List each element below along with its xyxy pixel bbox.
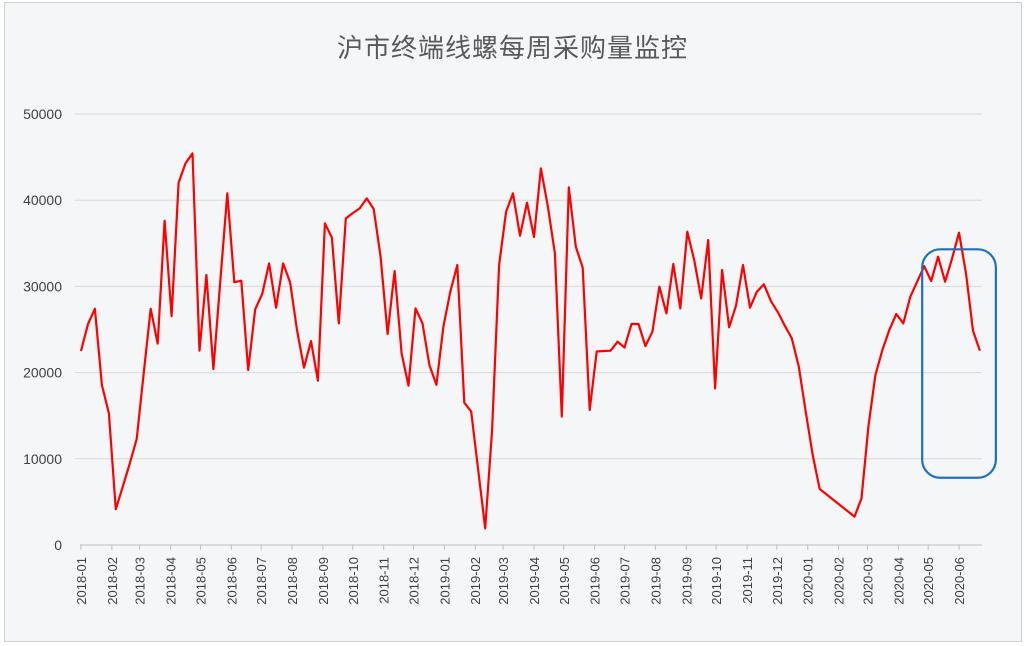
x-tick-label: 2018-08	[285, 557, 300, 605]
x-tick-label: 2019-05	[557, 557, 572, 605]
x-tick-label: 2020-01	[801, 557, 816, 605]
x-tick-label: 2018-02	[105, 557, 120, 605]
x-tick-label: 2018-11	[377, 557, 392, 604]
x-tick-label: 2019-09	[679, 557, 694, 605]
x-tick-label: 2020-04	[891, 557, 906, 605]
x-tick-label: 2019-01	[437, 557, 452, 605]
x-tick-label: 2019-12	[770, 557, 785, 605]
x-tick-label: 2019-07	[618, 557, 633, 605]
y-tick-label: 10000	[23, 451, 62, 467]
x-tick-label: 2020-02	[832, 557, 847, 605]
y-tick-label: 0	[54, 537, 62, 553]
y-tick-label: 50000	[23, 106, 62, 122]
x-tick-label: 2019-08	[648, 557, 663, 605]
x-tick-label: 2020-05	[921, 557, 936, 605]
x-tick-label: 2019-11	[740, 557, 755, 604]
series-line	[79, 152, 981, 530]
x-tick-label: 2018-07	[254, 557, 269, 605]
y-tick-label: 20000	[23, 365, 62, 381]
x-tick-label: 2018-04	[164, 557, 179, 605]
x-tick-label: 2019-10	[709, 557, 724, 605]
x-tick-label: 2018-01	[74, 557, 89, 605]
chart-title: 沪市终端线螺每周采购量监控	[336, 33, 688, 63]
x-tick-label: 2019-03	[496, 557, 511, 605]
x-tick-label: 2020-06	[952, 557, 967, 605]
x-tick-label: 2018-06	[224, 557, 239, 605]
chart-frame	[4, 2, 1022, 642]
x-tick-label: 2019-04	[527, 557, 542, 605]
y-tick-label: 40000	[23, 192, 62, 208]
highlight-box	[921, 248, 997, 479]
y-tick-label: 30000	[23, 278, 62, 294]
x-tick-label: 2018-09	[316, 557, 331, 605]
x-tick-label: 2018-03	[133, 557, 148, 605]
x-tick-label: 2020-03	[860, 557, 875, 605]
x-tick-label: 2019-02	[468, 557, 483, 605]
x-tick-label: 2018-12	[406, 557, 421, 605]
x-tick-label: 2018-05	[193, 557, 208, 605]
x-tick-label: 2018-10	[346, 557, 361, 605]
x-tick-label: 2019-06	[588, 557, 603, 605]
